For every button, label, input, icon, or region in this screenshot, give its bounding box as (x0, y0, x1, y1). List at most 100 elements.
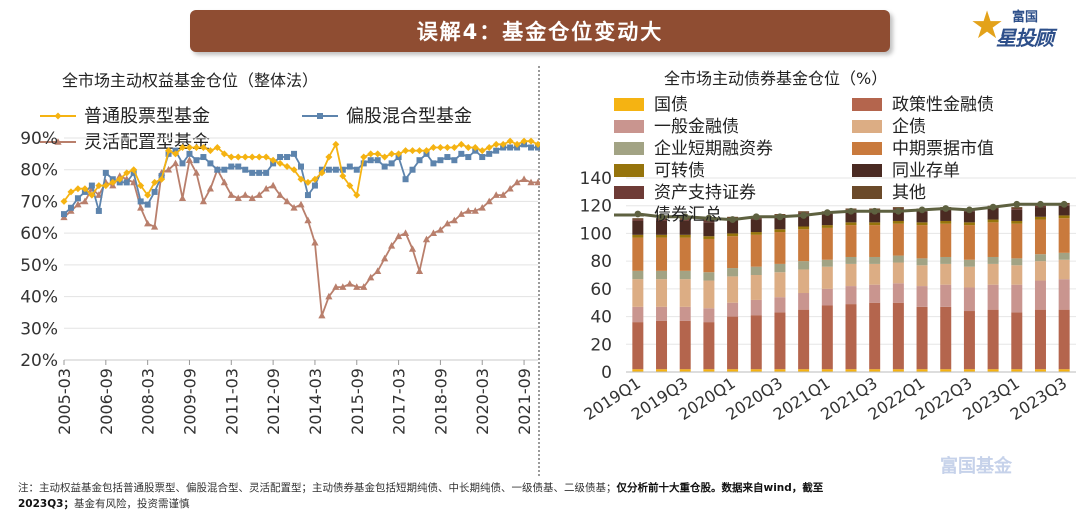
left-data-point (311, 238, 319, 246)
right-bar-segment (963, 222, 975, 226)
left-data-point (192, 144, 200, 152)
left-data-point (116, 175, 124, 183)
left-data-point (444, 154, 451, 161)
right-bar-segment (774, 263, 786, 273)
left-data-point (200, 154, 207, 161)
right-bar-segment (821, 214, 833, 226)
right-bar-segment (869, 222, 881, 226)
right-bar-segment (987, 309, 999, 370)
right-bar-segment (916, 225, 928, 259)
right-bar-segment (869, 284, 881, 303)
left-data-point (499, 191, 507, 198)
left-data-point (81, 185, 89, 193)
left-data-point (186, 150, 193, 157)
left-data-point (430, 160, 437, 167)
right-bar-segment (679, 279, 691, 307)
left-data-point (151, 178, 159, 186)
left-data-point (95, 207, 102, 214)
left-data-point (422, 235, 431, 243)
left-data-point (206, 184, 214, 192)
right-bar-segment (1058, 218, 1070, 253)
right-legend-label: 政策性金融债 (892, 95, 994, 115)
left-x-tick-label: 2018-09 (431, 368, 450, 435)
right-legend-label: 企债 (892, 117, 926, 137)
left-data-point (318, 169, 326, 177)
right-bar-segment (1011, 265, 1023, 285)
right-bar-segment (940, 223, 952, 257)
left-data-point (298, 163, 304, 170)
left-data-point (234, 153, 242, 161)
left-data-point (394, 232, 403, 240)
left-data-point (67, 188, 75, 196)
right-bar-segment (656, 237, 668, 271)
right-y-tick-label: 120 (580, 197, 612, 217)
right-bar-segment (940, 263, 952, 285)
left-y-tick-label: 90% (20, 129, 58, 149)
left-data-point (457, 140, 465, 148)
left-data-point (263, 169, 270, 176)
right-bar-segment (1034, 369, 1046, 372)
right-bar-segment (892, 207, 904, 209)
left-x-tick-label: 2021-09 (515, 368, 534, 435)
right-bar-segment (774, 272, 786, 298)
left-data-point (464, 207, 472, 214)
right-bar-segment (845, 225, 857, 257)
left-data-point (346, 182, 354, 190)
right-bar-segment (798, 214, 810, 227)
right-legend-label: 企业短期融资券 (654, 139, 773, 159)
right-legend-label: 同业存单 (892, 161, 960, 181)
right-bar-segment (798, 269, 810, 294)
right-bar-segment (940, 256, 952, 264)
right-bar-segment (679, 220, 691, 235)
left-data-point (311, 175, 319, 183)
right-bar-segment (1011, 209, 1023, 221)
left-data-point (262, 153, 270, 161)
left-data-point (353, 283, 361, 290)
right-bar-segment (679, 219, 691, 221)
left-data-point (339, 283, 347, 290)
left-x-tick-label: 2014-03 (306, 368, 325, 435)
left-data-point (185, 144, 193, 152)
right-bar-segment (892, 369, 904, 372)
left-data-point (339, 172, 347, 180)
right-bar-segment (1034, 261, 1046, 281)
right-bar-segment (703, 369, 715, 372)
right-bar-segment (1034, 219, 1046, 255)
right-y-tick-label: 0 (601, 363, 612, 383)
left-data-point (471, 207, 479, 214)
left-data-point (409, 147, 417, 155)
watermark-text: 富国基金 (940, 455, 1013, 477)
left-data-point (492, 140, 500, 148)
right-bar-segment (632, 219, 644, 221)
left-data-point (304, 192, 311, 199)
right-bar-segment (632, 279, 644, 307)
left-data-point (192, 169, 201, 176)
left-data-point (360, 153, 368, 161)
right-bar-segment (987, 369, 999, 372)
left-data-point (102, 182, 110, 190)
title-banner: 误解4：基金仓位变动大 (190, 10, 890, 52)
left-data-point (499, 140, 507, 148)
left-data-point (199, 197, 208, 205)
right-bar-segment (1011, 220, 1023, 224)
left-data-point (67, 204, 74, 211)
right-bar-segment (1034, 254, 1046, 262)
right-total-point (1060, 200, 1068, 208)
left-data-point (213, 144, 221, 152)
left-data-point (402, 147, 410, 155)
right-bar-segment (963, 369, 975, 372)
left-x-axis: 2005-03 2006-09 2008-03 2009-09 2011-03 2012-… (55, 359, 538, 435)
right-y-tick-label: 100 (580, 224, 612, 244)
right-total-point (681, 213, 689, 221)
left-y-tick-label: 20% (20, 351, 58, 371)
right-y-axis: 0 20 40 60 80 100 120 140 (580, 169, 612, 383)
left-data-point (199, 144, 207, 152)
left-data-point (367, 157, 374, 164)
left-data-point (74, 185, 82, 193)
right-bar-segment (869, 263, 881, 285)
right-legend-label: 债券汇总 (654, 205, 722, 225)
left-legend-marker (54, 112, 62, 120)
left-y-tick-label: 70% (20, 192, 58, 212)
